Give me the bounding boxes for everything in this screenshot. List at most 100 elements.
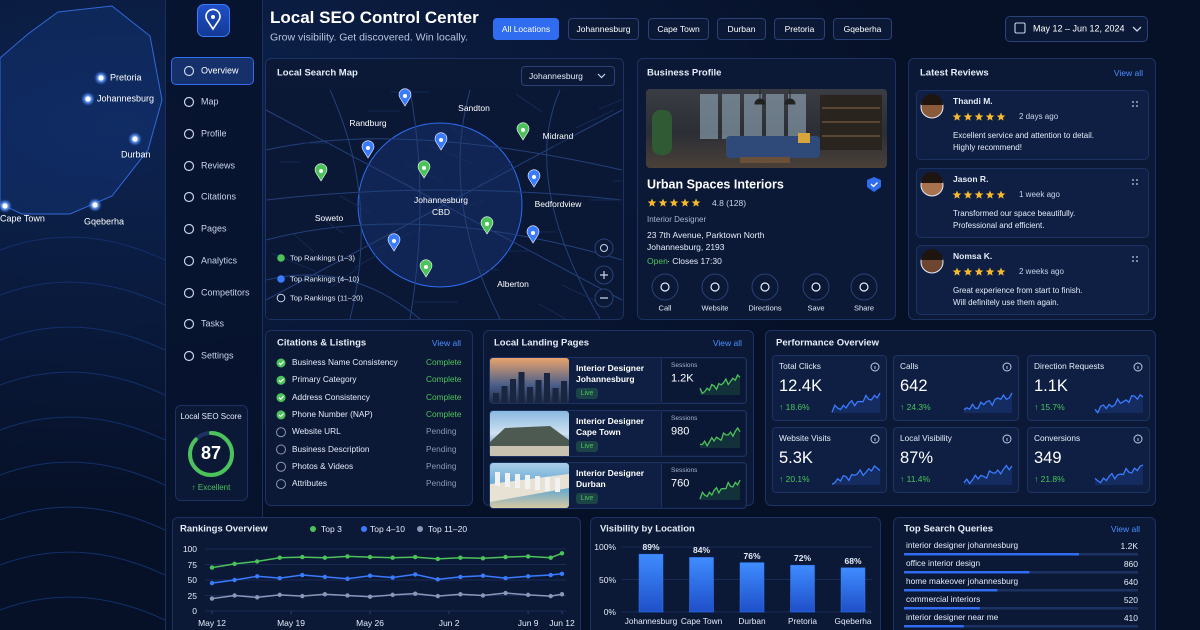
ranking-point bbox=[277, 575, 282, 581]
map-pin-dot bbox=[422, 166, 426, 170]
nav-item[interactable]: Profile bbox=[201, 128, 227, 139]
location-tab[interactable] bbox=[648, 18, 709, 40]
map-dropdown-value[interactable]: Johannesburg bbox=[529, 70, 583, 81]
citation-label: Website URL bbox=[292, 426, 341, 437]
legend-label: Top 3 bbox=[321, 523, 342, 534]
page-subtitle: Grow visibility. Get discovered. Win loc… bbox=[270, 31, 468, 44]
map-road bbox=[546, 90, 601, 319]
y-tick-label: 100% bbox=[594, 541, 616, 552]
tower bbox=[515, 474, 520, 488]
photo-table bbox=[740, 157, 790, 163]
menu-dot bbox=[1132, 179, 1134, 181]
x-tick-label: Jun 2 bbox=[438, 617, 460, 628]
location-tab-label[interactable]: Cape Town bbox=[657, 23, 700, 34]
sessions-value: 760 bbox=[671, 477, 690, 490]
metric-tile bbox=[1027, 427, 1150, 493]
nav-item[interactable]: Citations bbox=[201, 191, 237, 202]
menu-dot bbox=[1132, 260, 1134, 262]
map-dropdown[interactable] bbox=[521, 66, 615, 86]
action-label[interactable]: Save bbox=[807, 303, 825, 313]
action-label[interactable]: Share bbox=[853, 303, 875, 313]
query-bar bbox=[904, 553, 1079, 556]
location-tab[interactable] bbox=[833, 18, 892, 40]
star-icon bbox=[963, 267, 973, 276]
view-all-link[interactable]: View all bbox=[431, 337, 461, 348]
location-tab-label[interactable]: Johannesburg bbox=[576, 23, 631, 34]
view-all-link[interactable]: View all bbox=[712, 337, 742, 348]
location-tab[interactable] bbox=[568, 18, 639, 40]
view-all-link[interactable]: View all bbox=[1110, 523, 1140, 534]
check-icon bbox=[278, 361, 285, 366]
location-tab-label[interactable]: Durban bbox=[727, 23, 756, 34]
location-tab[interactable] bbox=[493, 18, 559, 40]
star-icon bbox=[952, 112, 962, 121]
location-tab-label[interactable]: All Locations bbox=[501, 23, 551, 34]
star-icon bbox=[952, 190, 962, 199]
location-tab[interactable] bbox=[774, 18, 825, 40]
location-tab-label[interactable]: Pretoria bbox=[784, 23, 815, 34]
nav-item[interactable]: Map bbox=[201, 96, 219, 107]
action-label[interactable]: Website bbox=[701, 303, 729, 313]
city-dot bbox=[98, 75, 104, 81]
metric-sparkline bbox=[831, 392, 881, 413]
map-street bbox=[427, 144, 473, 164]
action-label[interactable]: Directions bbox=[748, 303, 782, 313]
date-range[interactable]: May 12 – Jun 12, 2024 bbox=[1033, 23, 1125, 34]
location-tab-label[interactable]: Gqeberha bbox=[843, 23, 882, 34]
citation-status: Complete bbox=[426, 357, 462, 368]
business-open: Open bbox=[647, 255, 668, 266]
date-picker[interactable] bbox=[1005, 16, 1148, 42]
action-icon bbox=[811, 282, 821, 292]
info-icon bbox=[1002, 362, 1012, 372]
nav-item[interactable]: Overview bbox=[201, 65, 239, 76]
ranking-point bbox=[503, 575, 508, 581]
map-road bbox=[409, 90, 421, 319]
x-tick-label: May 12 bbox=[198, 617, 226, 628]
ranking-point bbox=[458, 574, 463, 580]
query-value: 640 bbox=[1123, 576, 1138, 587]
logo-pin bbox=[205, 8, 221, 31]
metric-change: ↑ 15.7% bbox=[1034, 401, 1065, 412]
star-icon bbox=[985, 190, 995, 199]
nav-item[interactable]: Competitors bbox=[201, 287, 250, 298]
bar-value-label: 68% bbox=[844, 555, 862, 566]
query-value: 1.2K bbox=[1120, 540, 1139, 551]
nav-item[interactable]: Pages bbox=[201, 223, 227, 234]
legend-label: Top Rankings (1–3) bbox=[290, 253, 356, 263]
x-tick-label: May 26 bbox=[356, 617, 384, 628]
sessions-sparkline bbox=[699, 479, 741, 500]
metric-change: ↑ 24.3% bbox=[900, 401, 931, 412]
score-status: ↑ Excellent bbox=[191, 483, 231, 493]
view-all-link[interactable]: View all bbox=[1113, 67, 1143, 78]
verified-badge bbox=[867, 177, 881, 192]
metric-value: 12.4K bbox=[779, 377, 823, 396]
location-tab[interactable] bbox=[717, 18, 766, 40]
map-pin-dot bbox=[485, 222, 489, 226]
nav-icon bbox=[183, 128, 195, 140]
region-contour bbox=[0, 596, 166, 621]
tower bbox=[495, 472, 500, 486]
avatar-hair bbox=[921, 249, 943, 260]
metric-value: 349 bbox=[1034, 449, 1062, 468]
action-button bbox=[701, 273, 729, 301]
nav-item[interactable]: Analytics bbox=[201, 255, 238, 266]
query-label: interior designer johannesburg bbox=[906, 540, 1019, 551]
info-icon bbox=[1002, 434, 1012, 444]
review-time: 1 week ago bbox=[1019, 190, 1060, 200]
action-label[interactable]: Call bbox=[658, 303, 672, 313]
avatar-hair bbox=[921, 172, 943, 183]
nav-item[interactable]: Tasks bbox=[201, 318, 225, 329]
map-place-label: Sandton bbox=[458, 102, 490, 113]
menu-dot bbox=[1136, 256, 1138, 258]
region-contour bbox=[0, 236, 166, 261]
nav-item[interactable]: Reviews bbox=[201, 160, 236, 171]
star-icon bbox=[996, 267, 1006, 276]
query-bar bbox=[904, 625, 964, 628]
action-icon bbox=[660, 282, 670, 292]
nav-item[interactable]: Settings bbox=[201, 350, 234, 361]
bar-value-label: 76% bbox=[743, 550, 761, 561]
photo-lamp bbox=[754, 89, 766, 105]
status-icon bbox=[276, 461, 286, 472]
photo-window bbox=[788, 94, 806, 139]
sessions-sparkline-area bbox=[700, 480, 740, 500]
